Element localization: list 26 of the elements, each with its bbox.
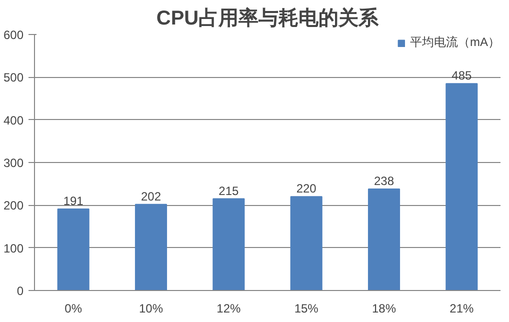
x-tick-label: 12% xyxy=(216,302,242,316)
y-tick-label: 0 xyxy=(16,284,24,298)
y-tick-label: 600 xyxy=(3,28,24,42)
x-tick-label: 10% xyxy=(138,302,164,316)
y-tick-label: 500 xyxy=(3,70,24,85)
data-label: 202 xyxy=(140,189,162,204)
legend-label: 平均电流（mA） xyxy=(410,34,500,51)
x-tick-label: 0% xyxy=(64,302,82,316)
y-tick-label: 300 xyxy=(3,156,24,170)
bar xyxy=(446,83,478,290)
data-label: 220 xyxy=(296,182,317,196)
bar xyxy=(212,198,245,290)
data-label: 238 xyxy=(374,174,394,188)
data-label: 215 xyxy=(218,184,240,198)
x-tick-label: 15% xyxy=(294,302,319,316)
y-tick-label: 200 xyxy=(3,198,24,213)
bar xyxy=(368,188,400,290)
data-label: 191 xyxy=(63,194,84,208)
x-tick-label: 21% xyxy=(450,302,474,316)
x-tick-label: 18% xyxy=(372,302,396,316)
chart-title: CPU占用率与耗电的关系 xyxy=(156,6,380,30)
y-tick-label: 100 xyxy=(3,241,24,256)
bar xyxy=(290,196,322,290)
y-tick-label: 400 xyxy=(3,113,24,128)
bar xyxy=(134,204,168,290)
bar xyxy=(57,208,90,290)
